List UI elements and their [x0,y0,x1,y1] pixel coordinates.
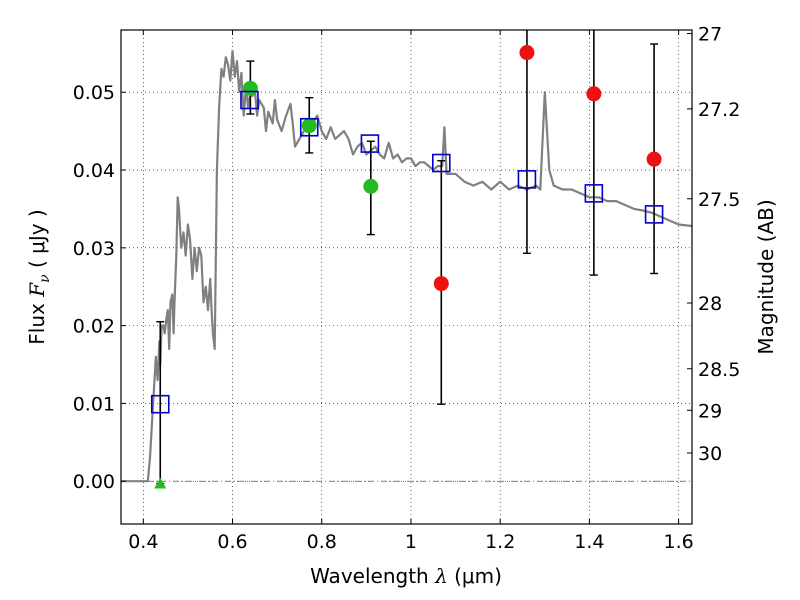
y-tick-label: 0.04 [73,160,115,182]
y2-axis-label: Magnitude (AB) [754,199,778,354]
model-photometry-point [517,170,537,189]
model-photometry-point [644,205,664,224]
non-detection-point [646,151,662,167]
upper-limit-marker [154,477,167,489]
y2-tick-label: 27.2 [698,99,740,121]
model-photometry-point [299,117,319,137]
detection-point [363,178,379,194]
x-tick-label: 0.6 [217,531,247,553]
y-tick-label: 0.00 [73,471,115,493]
y2-tick-label: 28 [698,293,722,315]
y2-tick-label: 30 [698,443,722,465]
detection-point [301,118,317,134]
plot-frame [120,29,693,525]
y2-tick-label: 29 [698,400,722,422]
model-photometry-point [431,153,451,173]
model-photometry-point [584,184,604,203]
x-tick-label: 0.8 [307,531,337,553]
plot-series [121,30,692,489]
y-axis-label: Flux Fν ( μJy ) [25,209,53,344]
axis-ticks: 0.4 0.6 0.8 1 1.2 1.4 1.6 0.00 0.01 0.02 0.03 0.04 0… [73,24,741,553]
non-detection-point [519,45,535,61]
model-photometry-point [150,394,170,414]
x-tick-label: 1.6 [664,531,694,553]
model-spectrum-line [121,49,692,483]
model-photometry-point [360,134,380,153]
non-detection-point [586,86,602,102]
x-tick-label: 0.4 [128,531,158,553]
y-tick-label: 0.01 [73,393,115,415]
y2-tick-label: 27 [698,24,722,46]
y-tick-label: 0.05 [73,82,115,104]
x-axis-label: Wavelength λ (μm) [310,564,502,588]
model-photometry-point [240,90,259,110]
y-tick-label: 0.02 [73,316,115,338]
y2-tick-label: 28.5 [698,359,740,381]
y2-tick-label: 27.5 [698,189,740,211]
x-tick-label: 1.2 [485,531,515,553]
non-detection-point [433,276,449,292]
x-tick-label: 1.4 [574,531,604,553]
y-tick-label: 0.03 [73,238,115,260]
grid-lines [121,30,692,524]
x-tick-label: 1 [405,531,417,553]
detection-point [242,80,258,96]
